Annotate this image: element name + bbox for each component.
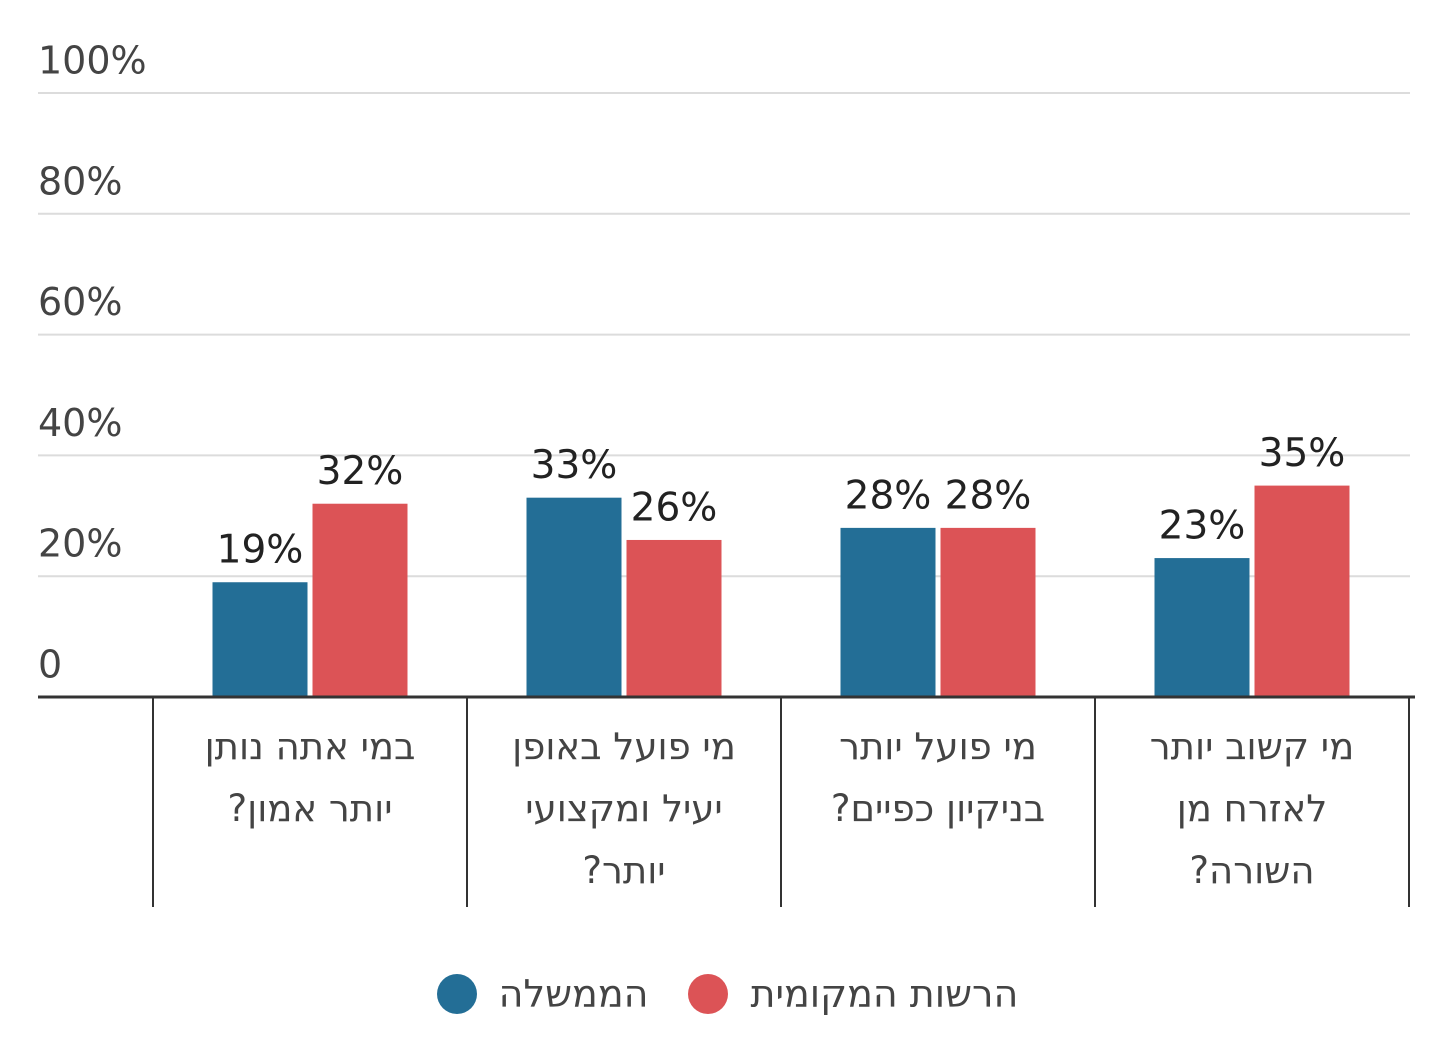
value-label: 28% <box>845 473 932 518</box>
y-tick-label: 100% <box>38 39 147 83</box>
bar <box>1254 485 1350 697</box>
x-tick-label: מי קשוב יותר לאזרח מן השורה? <box>1149 725 1355 892</box>
value-label: 28% <box>945 473 1032 518</box>
y-tick-label: 20% <box>38 522 122 566</box>
value-label: 26% <box>631 485 718 530</box>
x-tick-label: מי פועל באופן יעיל ומקצועי יותר? <box>512 725 736 892</box>
bar <box>940 527 1036 697</box>
bar <box>526 497 622 697</box>
value-label: 35% <box>1259 431 1346 476</box>
y-tick-label: 40% <box>38 401 122 445</box>
legend-item: הממשלה <box>436 972 649 1016</box>
x-tick-label: מי פועל יותר בניקיון כפיים? <box>830 725 1046 830</box>
x-tick-label: במי אתה נותן יותר אמון? <box>204 725 416 830</box>
y-tick-label: 0 <box>38 643 62 687</box>
value-label: 32% <box>317 449 404 494</box>
value-label: 19% <box>217 528 304 573</box>
legend: הממשלה הרשות המקומית <box>0 972 1455 1016</box>
value-label: 33% <box>531 443 618 488</box>
legend-label: הממשלה <box>498 972 649 1016</box>
legend-label: הרשות המקומית <box>750 972 1019 1016</box>
legend-marker <box>688 974 729 1014</box>
legend-marker <box>436 974 477 1014</box>
bar <box>626 539 722 697</box>
y-tick-label: 80% <box>38 159 122 203</box>
bar <box>212 582 308 697</box>
bar <box>840 527 936 697</box>
bar <box>312 503 408 697</box>
bar <box>1154 558 1250 697</box>
value-label: 23% <box>1159 504 1246 549</box>
legend-item: הרשות המקומית <box>688 972 1018 1016</box>
y-tick-label: 60% <box>38 280 122 324</box>
